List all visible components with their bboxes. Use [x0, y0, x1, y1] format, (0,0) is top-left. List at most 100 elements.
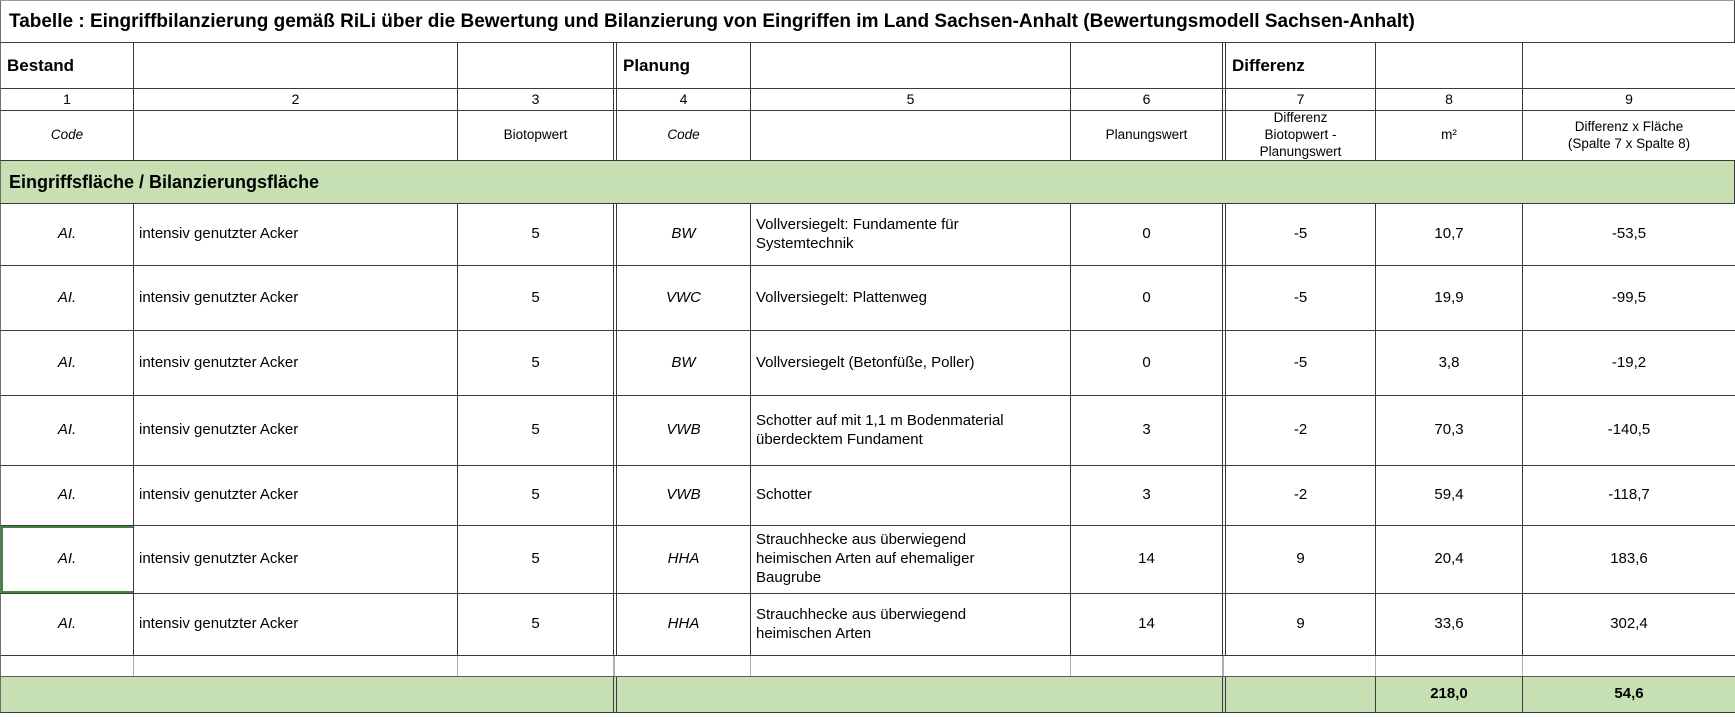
- header-differenz-x-flaeche: Differenz x Fläche (Spalte 7 x Spalte 8): [1523, 111, 1735, 160]
- cell-planungswert[interactable]: 0: [1142, 353, 1151, 371]
- band-differenz: Differenz: [1222, 43, 1376, 88]
- total-flaeche-m2[interactable]: 218,0: [1376, 677, 1523, 712]
- cell-differenz[interactable]: 9: [1222, 594, 1376, 655]
- header-bestand-code: Code: [1, 111, 134, 160]
- cell-planung-code[interactable]: VWC: [613, 266, 751, 330]
- cell-planungswert[interactable]: 3: [1142, 486, 1151, 504]
- cell-differenz-x-flaeche[interactable]: -140,5: [1523, 396, 1735, 465]
- cell-planung-description[interactable]: Strauchhecke aus überwiegend heimischen …: [751, 526, 1071, 593]
- cell-biotopwert[interactable]: 5: [531, 421, 540, 439]
- cell-planungswert[interactable]: 14: [1138, 615, 1155, 633]
- cell-biotopwert[interactable]: 5: [531, 353, 540, 371]
- cell-planungswert[interactable]: 0: [1142, 225, 1151, 243]
- cell-bestand-code[interactable]: AI.: [1, 466, 134, 525]
- table-row: AI. intensiv genutzter Acker 5 VWB Schot…: [0, 466, 1735, 526]
- cell-bestand-description[interactable]: intensiv genutzter Acker: [134, 396, 458, 465]
- cell-planung-description[interactable]: Vollversiegelt: Fundamente für Systemtec…: [751, 204, 1071, 265]
- cell-planungswert[interactable]: 0: [1142, 288, 1151, 306]
- header-biotopwert: Biotopwert: [503, 127, 568, 143]
- cell-differenz-x-flaeche[interactable]: -19,2: [1523, 331, 1735, 395]
- cell-bestand-description[interactable]: intensiv genutzter Acker: [134, 594, 458, 655]
- cell-flaeche-m2[interactable]: 3,8: [1376, 331, 1523, 395]
- cell-planung-code[interactable]: BW: [613, 204, 751, 265]
- band-planung-spacer: [1071, 43, 1222, 88]
- cell-bestand-code-highlighted[interactable]: AI.: [1, 526, 134, 593]
- column-number: 3: [531, 90, 540, 107]
- cell-flaeche-m2[interactable]: 19,9: [1376, 266, 1523, 330]
- cell-differenz[interactable]: -5: [1222, 204, 1376, 265]
- cell-planung-code[interactable]: BW: [613, 331, 751, 395]
- cell-planung-description[interactable]: Vollversiegelt (Betonfüße, Poller): [751, 331, 1071, 395]
- cell-differenz-x-flaeche[interactable]: 183,6: [1523, 526, 1735, 593]
- cell-flaeche-m2[interactable]: 70,3: [1376, 396, 1523, 465]
- cell-bestand-description[interactable]: intensiv genutzter Acker: [134, 526, 458, 593]
- band-bestand: Bestand: [1, 43, 134, 88]
- band-row: Bestand Planung Differenz: [0, 43, 1735, 89]
- column-number: 5: [751, 89, 1071, 110]
- column-number: 9: [1523, 89, 1735, 110]
- column-number: 6: [1142, 90, 1151, 107]
- cell-bestand-code[interactable]: AI.: [1, 204, 134, 265]
- cell-differenz-x-flaeche[interactable]: -53,5: [1523, 204, 1735, 265]
- band-bestand-spacer: [134, 43, 458, 88]
- table-row: AI. intensiv genutzter Acker 5 HHA Strau…: [0, 594, 1735, 656]
- cell-differenz[interactable]: -2: [1222, 466, 1376, 525]
- totals-bestand-spacer: [1, 677, 613, 712]
- cell-biotopwert[interactable]: 5: [531, 550, 540, 568]
- cell-differenz[interactable]: -2: [1222, 396, 1376, 465]
- header-bestand-description: [134, 111, 458, 160]
- cell-planung-description[interactable]: Vollversiegelt: Plattenweg: [751, 266, 1071, 330]
- table-row: AI. intensiv genutzter Acker 5 VWB Schot…: [0, 396, 1735, 466]
- band-differenz-spacer: [1523, 43, 1735, 88]
- cell-bestand-description[interactable]: intensiv genutzter Acker: [134, 331, 458, 395]
- total-differenz-x-flaeche[interactable]: 54,6: [1523, 677, 1735, 712]
- cell-biotopwert[interactable]: 5: [531, 288, 540, 306]
- cell-differenz-x-flaeche[interactable]: 302,4: [1523, 594, 1735, 655]
- column-number: 4: [613, 89, 751, 110]
- cell-flaeche-m2[interactable]: 20,4: [1376, 526, 1523, 593]
- cell-flaeche-m2[interactable]: 10,7: [1376, 204, 1523, 265]
- cell-differenz-x-flaeche[interactable]: -99,5: [1523, 266, 1735, 330]
- cell-differenz[interactable]: 9: [1222, 526, 1376, 593]
- spacer-row: [0, 656, 1735, 677]
- cell-biotopwert[interactable]: 5: [531, 615, 540, 633]
- header-flaeche-m2: m²: [1376, 111, 1523, 160]
- cell-biotopwert[interactable]: 5: [531, 486, 540, 504]
- header-planung-description: [751, 111, 1071, 160]
- cell-bestand-code[interactable]: AI.: [1, 266, 134, 330]
- cell-planung-description[interactable]: Schotter auf mit 1,1 m Bodenmaterial übe…: [751, 396, 1071, 465]
- cell-planung-code[interactable]: HHA: [613, 594, 751, 655]
- cell-differenz[interactable]: -5: [1222, 331, 1376, 395]
- cell-planungswert[interactable]: 3: [1142, 421, 1151, 439]
- cell-flaeche-m2[interactable]: 33,6: [1376, 594, 1523, 655]
- table-row: AI. intensiv genutzter Acker 5 HHA Strau…: [0, 526, 1735, 594]
- band-planung-spacer: [751, 43, 1071, 88]
- totals-planung-spacer: [613, 677, 1222, 712]
- column-number: 1: [1, 89, 134, 110]
- cell-biotopwert[interactable]: 5: [531, 225, 540, 243]
- cell-planungswert[interactable]: 14: [1138, 550, 1155, 568]
- cell-bestand-code[interactable]: AI.: [1, 594, 134, 655]
- cell-differenz-x-flaeche[interactable]: -118,7: [1523, 466, 1735, 525]
- cell-planung-code[interactable]: VWB: [613, 396, 751, 465]
- table-row: AI. intensiv genutzter Acker 5 VWC Vollv…: [0, 266, 1735, 331]
- cell-bestand-code[interactable]: AI.: [1, 396, 134, 465]
- column-number: 8: [1376, 89, 1523, 110]
- cell-bestand-description[interactable]: intensiv genutzter Acker: [134, 204, 458, 265]
- table-row: AI. intensiv genutzter Acker 5 BW Vollve…: [0, 331, 1735, 396]
- cell-bestand-description[interactable]: intensiv genutzter Acker: [134, 266, 458, 330]
- cell-bestand-description[interactable]: intensiv genutzter Acker: [134, 466, 458, 525]
- cell-flaeche-m2[interactable]: 59,4: [1376, 466, 1523, 525]
- totals-row: 218,0 54,6: [0, 677, 1735, 713]
- cell-bestand-code[interactable]: AI.: [1, 331, 134, 395]
- header-differenz: Differenz Biotopwert - Planungswert: [1222, 111, 1376, 160]
- cell-differenz[interactable]: -5: [1222, 266, 1376, 330]
- cell-planung-code[interactable]: VWB: [613, 466, 751, 525]
- band-differenz-spacer: [1376, 43, 1523, 88]
- cell-planung-code[interactable]: HHA: [613, 526, 751, 593]
- column-number: 2: [134, 89, 458, 110]
- totals-differenz-spacer: [1222, 677, 1376, 712]
- cell-planung-description[interactable]: Schotter: [751, 466, 1071, 525]
- cell-planung-description[interactable]: Strauchhecke aus überwiegend heimischen …: [751, 594, 1071, 655]
